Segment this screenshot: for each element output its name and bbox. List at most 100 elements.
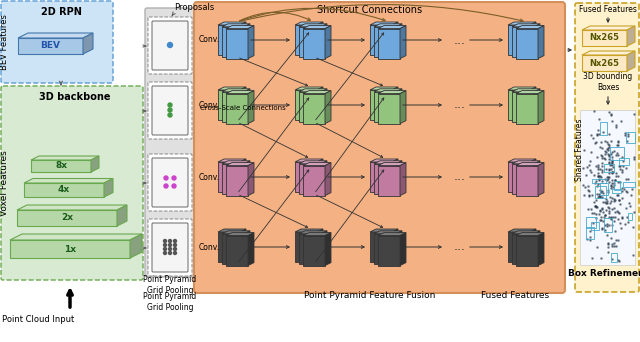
Point bbox=[603, 151, 613, 157]
Point bbox=[605, 138, 616, 143]
Point bbox=[604, 166, 614, 172]
Point bbox=[623, 219, 634, 224]
Point bbox=[606, 166, 616, 171]
Text: Conv.: Conv. bbox=[199, 36, 220, 44]
Point bbox=[621, 190, 632, 195]
Polygon shape bbox=[512, 27, 534, 57]
Point bbox=[609, 180, 619, 185]
Circle shape bbox=[164, 176, 168, 180]
FancyBboxPatch shape bbox=[194, 2, 565, 293]
Text: Conv.: Conv. bbox=[199, 101, 220, 109]
Point bbox=[616, 225, 626, 231]
Point bbox=[604, 179, 614, 185]
Point bbox=[609, 177, 620, 183]
Polygon shape bbox=[370, 159, 398, 162]
Point bbox=[614, 258, 624, 263]
Point bbox=[593, 164, 603, 169]
Text: ...: ... bbox=[454, 240, 466, 253]
FancyBboxPatch shape bbox=[145, 8, 195, 277]
Point bbox=[604, 214, 614, 219]
Point bbox=[606, 215, 616, 221]
Point bbox=[588, 211, 598, 216]
Point bbox=[597, 153, 607, 158]
Point bbox=[594, 191, 604, 196]
Text: Cross-Scale Connections: Cross-Scale Connections bbox=[200, 105, 285, 111]
Polygon shape bbox=[218, 22, 246, 25]
Polygon shape bbox=[222, 24, 250, 27]
Point bbox=[602, 139, 612, 145]
Text: Fused Features: Fused Features bbox=[481, 290, 549, 300]
Point bbox=[609, 218, 619, 224]
Point bbox=[593, 128, 603, 133]
Polygon shape bbox=[400, 91, 406, 123]
Polygon shape bbox=[222, 164, 244, 194]
Point bbox=[597, 160, 607, 166]
Point bbox=[592, 132, 602, 137]
Point bbox=[594, 131, 604, 137]
Polygon shape bbox=[627, 26, 635, 46]
Text: Point Cloud Input: Point Cloud Input bbox=[2, 316, 74, 325]
Point bbox=[612, 192, 622, 197]
Polygon shape bbox=[83, 33, 93, 54]
Point bbox=[600, 197, 611, 202]
Polygon shape bbox=[534, 231, 540, 264]
Circle shape bbox=[168, 103, 172, 107]
Polygon shape bbox=[378, 236, 400, 266]
Point bbox=[617, 186, 627, 191]
Point bbox=[620, 132, 630, 137]
Point bbox=[595, 218, 605, 223]
Text: 3D backbone: 3D backbone bbox=[39, 92, 111, 102]
Point bbox=[628, 156, 639, 161]
Polygon shape bbox=[226, 162, 254, 166]
Point bbox=[599, 214, 609, 220]
Bar bbox=[592, 179, 605, 183]
Point bbox=[617, 215, 627, 221]
Point bbox=[611, 143, 621, 148]
Point bbox=[606, 198, 616, 204]
Point bbox=[596, 145, 607, 150]
Bar bbox=[580, 110, 635, 265]
Point bbox=[621, 188, 631, 194]
FancyBboxPatch shape bbox=[1, 86, 143, 280]
Point bbox=[598, 200, 608, 205]
Polygon shape bbox=[226, 91, 254, 94]
Polygon shape bbox=[244, 231, 250, 264]
Polygon shape bbox=[516, 166, 538, 196]
Polygon shape bbox=[508, 90, 530, 120]
Polygon shape bbox=[218, 162, 240, 192]
Polygon shape bbox=[226, 233, 254, 236]
Polygon shape bbox=[508, 22, 536, 25]
Polygon shape bbox=[218, 90, 240, 120]
Polygon shape bbox=[378, 91, 406, 94]
Circle shape bbox=[168, 244, 172, 247]
Point bbox=[579, 192, 589, 198]
Polygon shape bbox=[317, 229, 323, 262]
Point bbox=[591, 205, 602, 210]
Point bbox=[606, 217, 616, 222]
Point bbox=[598, 218, 608, 223]
Text: Conv.: Conv. bbox=[199, 172, 220, 182]
Polygon shape bbox=[396, 24, 402, 57]
Polygon shape bbox=[240, 229, 246, 262]
Polygon shape bbox=[240, 159, 246, 192]
Point bbox=[618, 186, 628, 192]
Point bbox=[603, 241, 613, 247]
Point bbox=[597, 227, 607, 232]
Polygon shape bbox=[538, 91, 544, 123]
Point bbox=[600, 222, 610, 228]
Circle shape bbox=[163, 251, 166, 254]
Circle shape bbox=[173, 244, 177, 247]
Point bbox=[621, 166, 631, 171]
FancyBboxPatch shape bbox=[148, 219, 192, 276]
Point bbox=[588, 173, 598, 178]
Point bbox=[595, 194, 605, 200]
Polygon shape bbox=[374, 92, 396, 122]
Polygon shape bbox=[374, 164, 396, 194]
Point bbox=[589, 199, 599, 205]
Point bbox=[604, 167, 614, 173]
Point bbox=[614, 180, 625, 185]
Polygon shape bbox=[516, 236, 538, 266]
Polygon shape bbox=[378, 166, 400, 196]
Point bbox=[591, 139, 601, 145]
Polygon shape bbox=[31, 156, 99, 160]
